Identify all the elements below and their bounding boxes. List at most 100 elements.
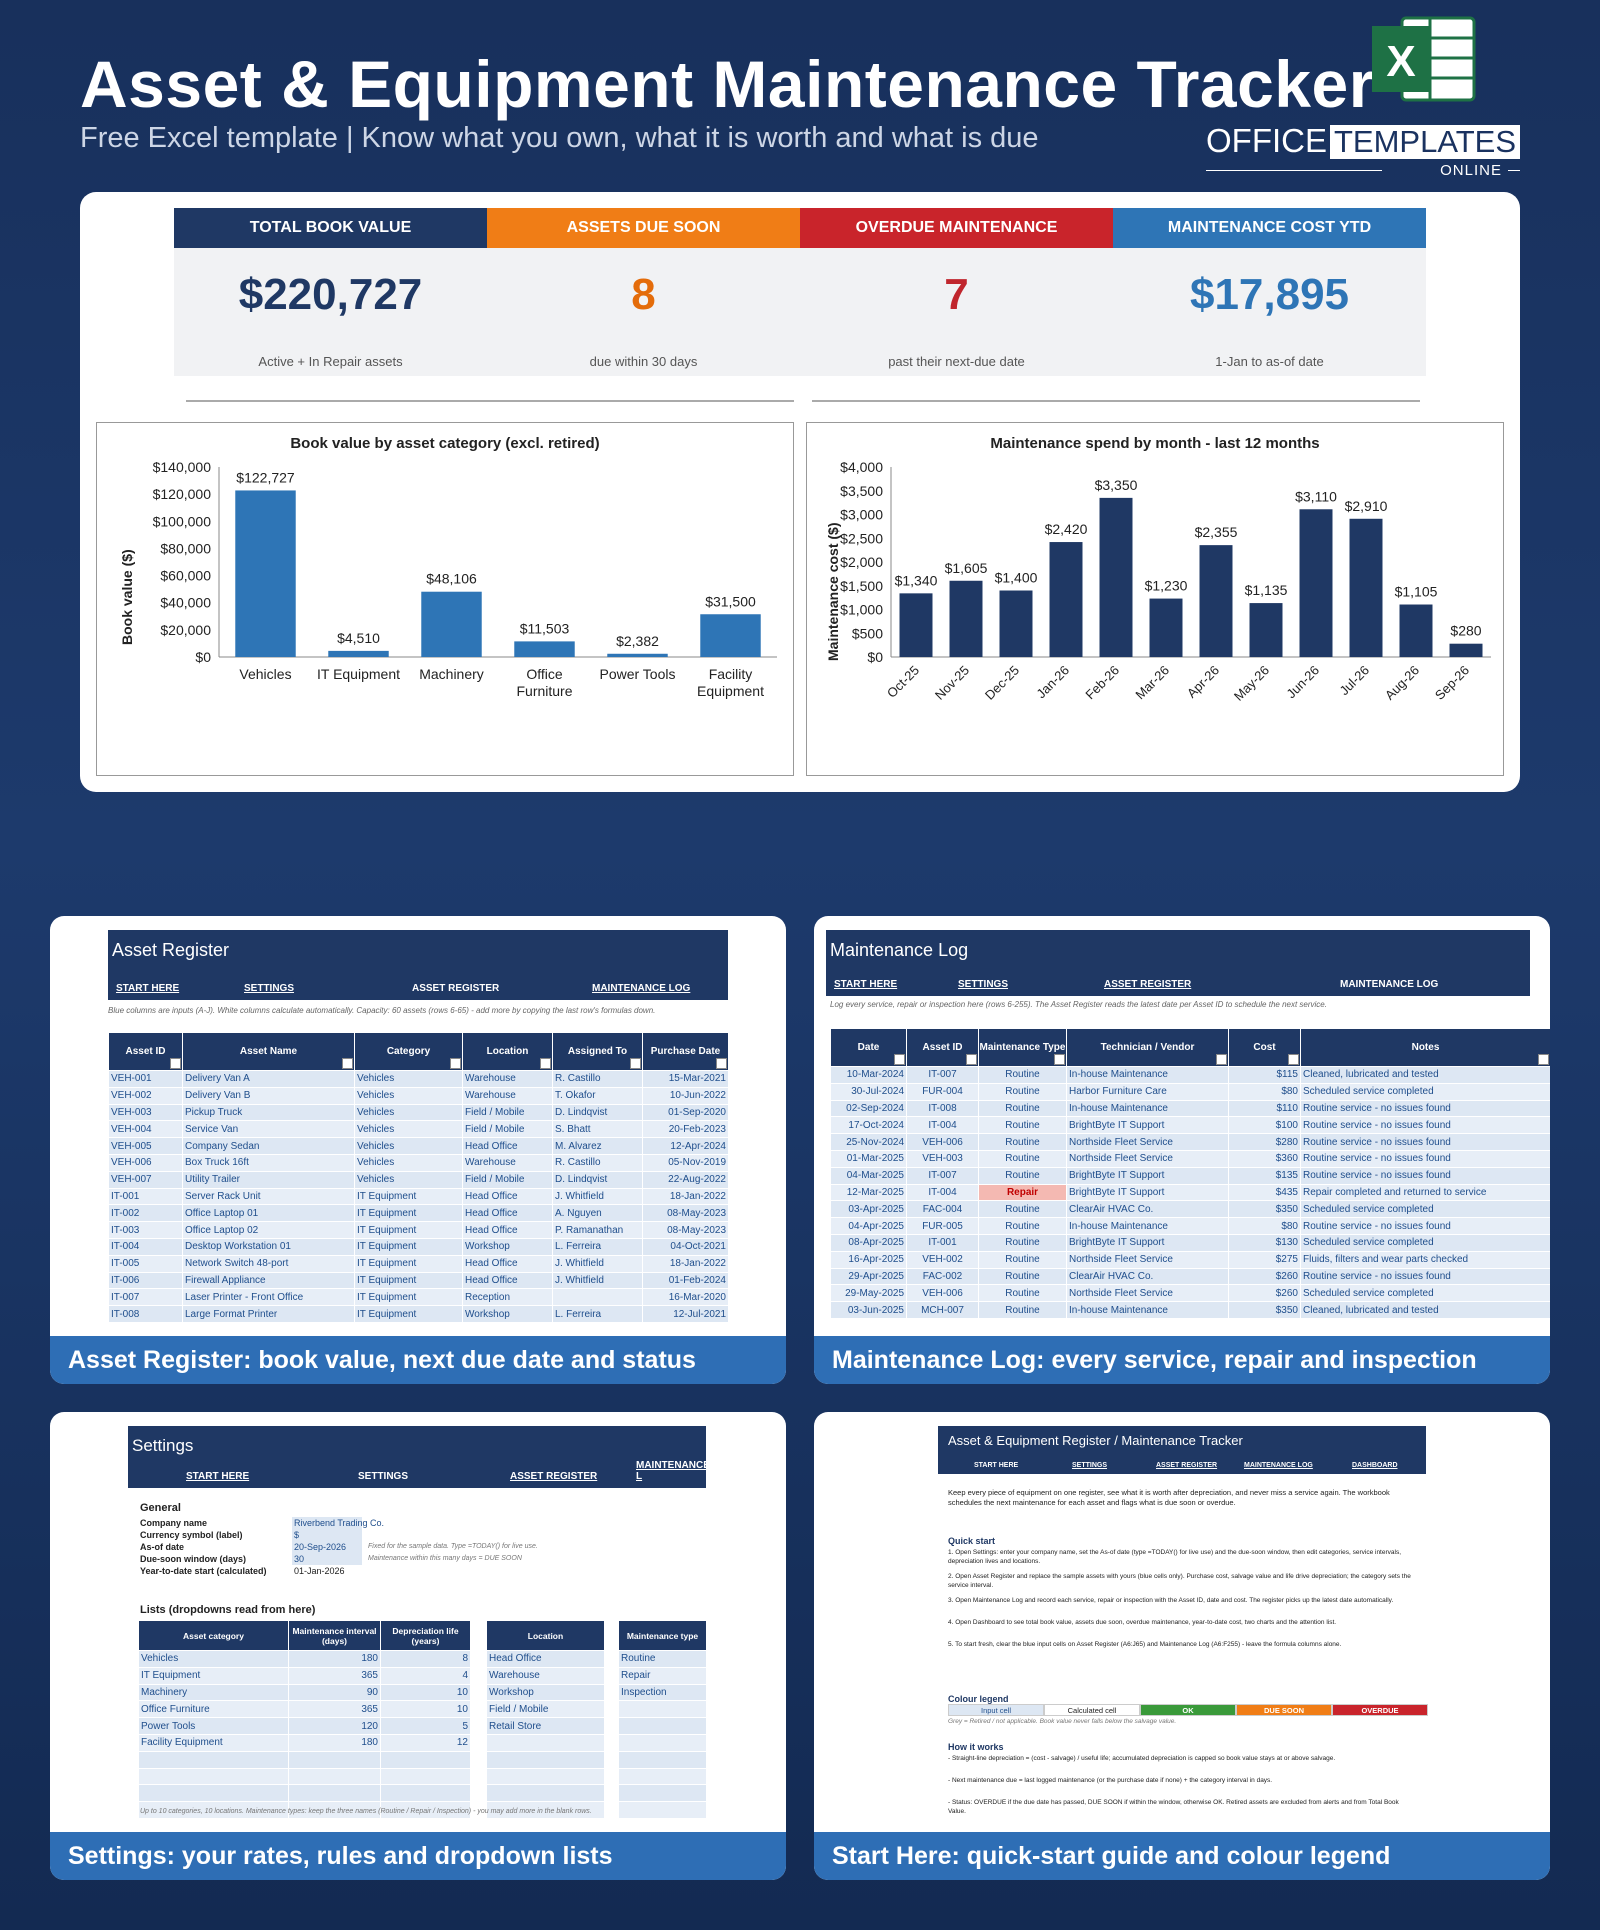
table-cell[interactable]: Routine (978, 1066, 1067, 1084)
nav-asset-register[interactable]: ASSET REGISTER (1156, 1462, 1218, 1469)
table-cell[interactable]: 16-Mar-2020 (642, 1288, 729, 1307)
table-cell[interactable]: Server Rack Unit (182, 1187, 355, 1206)
table-cell[interactable]: Warehouse (486, 1666, 605, 1685)
table-cell[interactable]: Routine (978, 1133, 1067, 1151)
table-cell[interactable]: Routine (978, 1233, 1067, 1252)
empty-row[interactable] (138, 1750, 471, 1769)
table-cell[interactable]: Delivery Van A (182, 1070, 355, 1088)
table-cell[interactable]: IT-007 (906, 1166, 979, 1185)
table-cell[interactable]: 10 (380, 1683, 471, 1702)
col-location[interactable]: Location (462, 1032, 553, 1071)
nav-settings[interactable]: SETTINGS (958, 979, 1009, 990)
nav-start-here[interactable]: START HERE (186, 1471, 250, 1482)
table-cell[interactable]: BrightByte IT Support (1066, 1233, 1229, 1252)
empty-row[interactable] (486, 1733, 605, 1752)
table-cell[interactable] (138, 1784, 289, 1803)
table-cell[interactable]: J. Whitfield (552, 1271, 643, 1290)
table-cell[interactable]: Head Office (462, 1187, 553, 1206)
table-cell[interactable]: Machinery (138, 1683, 289, 1702)
table-row[interactable]: IT-006 Firewall Appliance IT Equipment Head… (108, 1271, 729, 1290)
table-cell[interactable]: Workshop (462, 1237, 553, 1256)
nav-asset-register[interactable]: ASSET REGISTER (412, 983, 500, 994)
table-cell[interactable]: 365 (288, 1666, 381, 1685)
table-cell[interactable] (138, 1767, 289, 1786)
table-cell[interactable]: $435 (1228, 1183, 1301, 1202)
table-cell[interactable] (618, 1733, 707, 1752)
table-cell[interactable]: IT-004 (906, 1116, 979, 1135)
table-cell[interactable]: VEH-004 (108, 1120, 183, 1139)
table-cell[interactable]: Delivery Van B (182, 1086, 355, 1105)
table-cell[interactable]: IT-003 (108, 1221, 183, 1239)
table-cell[interactable]: 10-Jun-2022 (642, 1086, 729, 1105)
table-cell[interactable]: Warehouse (462, 1086, 553, 1105)
table-cell[interactable]: Northside Fleet Service (1066, 1149, 1229, 1168)
table-cell[interactable]: Field / Mobile (462, 1170, 553, 1189)
table-cell[interactable]: 08-Apr-2025 (830, 1233, 907, 1252)
nav-maintenance-log[interactable]: MAINTENANCE LOG (1244, 1462, 1313, 1469)
table-row[interactable]: IT-008 Large Format Printer IT Equipment Wo… (108, 1305, 729, 1323)
table-cell[interactable]: 12-Mar-2025 (830, 1183, 907, 1202)
table-cell[interactable]: J. Whitfield (552, 1254, 643, 1273)
table-cell[interactable]: In-house Maintenance (1066, 1099, 1229, 1118)
table-cell[interactable]: Large Format Printer (182, 1305, 355, 1323)
table-row[interactable]: VEH-005 Company Sedan Vehicles Head Office M… (108, 1137, 729, 1155)
table-cell[interactable] (618, 1767, 707, 1786)
empty-row[interactable] (618, 1801, 707, 1819)
empty-row[interactable] (486, 1801, 605, 1819)
table-cell[interactable]: Harbor Furniture Care (1066, 1082, 1229, 1101)
table-cell[interactable]: Fluids, filters and wear parts checked (1300, 1250, 1550, 1269)
table-cell[interactable]: 08-May-2023 (642, 1204, 729, 1223)
empty-row[interactable] (138, 1801, 471, 1819)
table-cell[interactable]: VEH-002 (906, 1250, 979, 1269)
table-cell[interactable]: Routine (978, 1267, 1067, 1286)
table-row[interactable]: 03-Apr-2025 FAC-004 Routine ClearAir HVAC C… (830, 1200, 1550, 1219)
table-cell[interactable]: Routine (618, 1650, 707, 1668)
table-cell[interactable]: Vehicles (354, 1120, 463, 1139)
table-cell[interactable]: 04-Mar-2025 (830, 1166, 907, 1185)
table-cell[interactable]: IT-005 (108, 1254, 183, 1273)
nav-start-here[interactable]: START HERE (116, 983, 180, 994)
table-row[interactable]: 01-Mar-2025 VEH-003 Routine Northside Fleet… (830, 1149, 1550, 1168)
table-row[interactable]: VEH-003 Pickup Truck Vehicles Field / Mobil… (108, 1103, 729, 1122)
table-cell[interactable] (618, 1784, 707, 1803)
empty-row[interactable] (138, 1784, 471, 1803)
table-cell[interactable]: Routine (978, 1099, 1067, 1118)
table-cell[interactable]: IT Equipment (354, 1187, 463, 1206)
table-cell[interactable]: Office Furniture (138, 1700, 289, 1719)
table-cell[interactable] (380, 1750, 471, 1769)
table-cell[interactable]: 12 (380, 1733, 471, 1752)
table-row[interactable]: IT-005 Network Switch 48-port IT Equipment… (108, 1254, 729, 1273)
table-cell[interactable]: FAC-004 (906, 1200, 979, 1219)
table-cell[interactable]: Vehicles (138, 1650, 289, 1668)
table-cell[interactable]: P. Ramanathan (552, 1221, 643, 1239)
table-cell[interactable]: Scheduled service completed (1300, 1233, 1550, 1252)
table-cell[interactable]: Scheduled service completed (1300, 1200, 1550, 1219)
table-cell[interactable]: 18-Jan-2022 (642, 1187, 729, 1206)
col-asset-id[interactable]: Asset ID (108, 1032, 183, 1071)
table-cell[interactable]: Scheduled service completed (1300, 1082, 1550, 1101)
table-cell[interactable]: 17-Oct-2024 (830, 1116, 907, 1135)
table-cell[interactable]: IT Equipment (354, 1221, 463, 1239)
table-row[interactable]: VEH-006 Box Truck 16ft Vehicles Warehouse R.… (108, 1153, 729, 1172)
table-cell[interactable]: 18-Jan-2022 (642, 1254, 729, 1273)
table-cell[interactable]: Scheduled service completed (1300, 1284, 1550, 1303)
table-cell[interactable]: 12-Apr-2024 (642, 1137, 729, 1155)
table-row[interactable]: 10-Mar-2024 IT-007 Routine In-house Mainten… (830, 1066, 1550, 1084)
table-cell[interactable]: $130 (1228, 1233, 1301, 1252)
filter-dropdown-icon[interactable] (630, 1058, 641, 1069)
table-cell[interactable]: Head Office (462, 1221, 553, 1239)
nav-asset-register[interactable]: ASSET REGISTER (1104, 979, 1192, 990)
nav-dashboard[interactable]: DASHBOARD (1352, 1462, 1398, 1469)
table-cell[interactable]: Northside Fleet Service (1066, 1250, 1229, 1269)
table-cell[interactable] (288, 1767, 381, 1786)
list-item[interactable]: IT Equipment 365 4 (138, 1666, 471, 1685)
table-cell[interactable]: BrightByte IT Support (1066, 1116, 1229, 1135)
table-row[interactable]: VEH-001 Delivery Van A Vehicles Warehouse R.… (108, 1070, 729, 1088)
table-cell[interactable]: 04-Oct-2021 (642, 1237, 729, 1256)
table-cell[interactable]: IT-001 (906, 1233, 979, 1252)
table-cell[interactable]: $280 (1228, 1133, 1301, 1151)
table-cell[interactable] (618, 1717, 707, 1735)
filter-dropdown-icon[interactable] (894, 1054, 905, 1065)
table-cell[interactable]: In-house Maintenance (1066, 1066, 1229, 1084)
table-cell[interactable]: 4 (380, 1666, 471, 1685)
